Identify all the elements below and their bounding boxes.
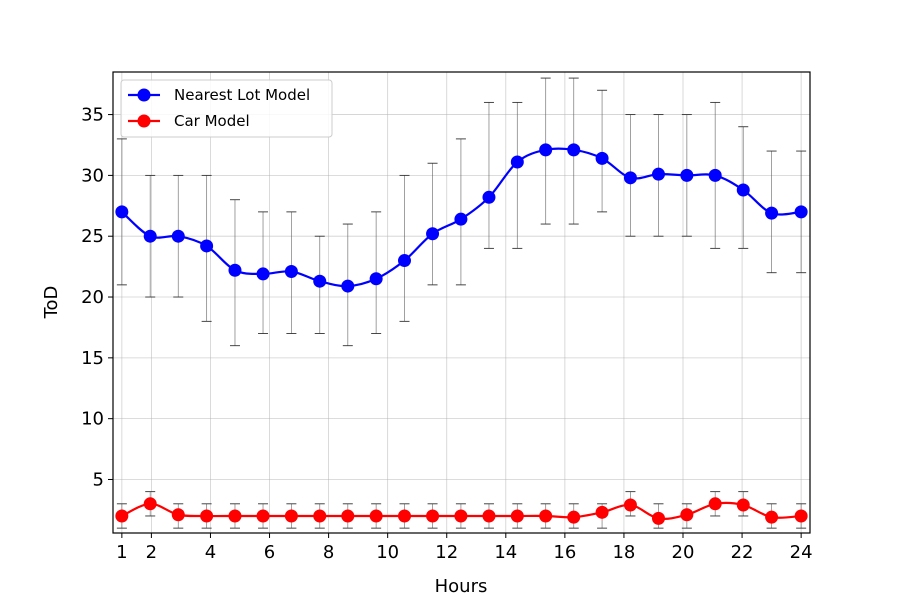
y-tick-label: 15 bbox=[81, 348, 104, 369]
nearest-lot-model-point bbox=[115, 205, 129, 219]
legend-nearest-lot-model-marker bbox=[137, 88, 151, 102]
x-tick-label: 12 bbox=[435, 542, 458, 563]
y-tick-label: 30 bbox=[81, 165, 104, 186]
car-model-point bbox=[651, 511, 665, 525]
nearest-lot-model-point bbox=[651, 167, 665, 181]
nearest-lot-model-point bbox=[736, 183, 750, 197]
legend-box bbox=[120, 79, 333, 138]
nearest-lot-model-point bbox=[510, 155, 524, 169]
nearest-lot-model-point bbox=[313, 274, 327, 288]
x-tick-label: 22 bbox=[731, 542, 754, 563]
nearest-lot-model-point bbox=[623, 171, 637, 185]
car-model-point bbox=[595, 505, 609, 519]
car-model-point bbox=[794, 509, 808, 523]
nearest-lot-model-point bbox=[256, 267, 270, 281]
nearest-lot-model-point bbox=[539, 143, 553, 157]
nearest-lot-model-point bbox=[284, 264, 298, 278]
x-tick-label: 4 bbox=[205, 542, 216, 563]
y-tick-label: 35 bbox=[81, 105, 104, 126]
car-model-point bbox=[115, 509, 129, 523]
nearest-lot-model-point bbox=[482, 190, 496, 204]
nearest-lot-model-point bbox=[426, 227, 440, 241]
x-tick-label: 10 bbox=[376, 542, 399, 563]
car-model-point bbox=[567, 510, 581, 524]
car-model-point bbox=[369, 509, 383, 523]
nearest-lot-model-point bbox=[171, 229, 185, 243]
car-model-point bbox=[397, 509, 411, 523]
x-axis-ticks: 1 2 4 6 8 10 12 14 16 18 20 22 24 bbox=[116, 533, 813, 563]
car-model-point bbox=[256, 509, 270, 523]
x-tick-label: 18 bbox=[612, 542, 635, 563]
x-tick-label: 14 bbox=[494, 542, 517, 563]
nearest-lot-model-point bbox=[454, 212, 468, 226]
nearest-lot-model-point bbox=[765, 206, 779, 220]
x-tick-label: 1 bbox=[116, 542, 127, 563]
series-points bbox=[115, 143, 808, 525]
car-model-point bbox=[765, 510, 779, 524]
y-tick-label: 10 bbox=[81, 409, 104, 430]
nearest-lot-model-point bbox=[228, 263, 242, 277]
legend-nearest-lot-model-label: Nearest Lot Model bbox=[174, 86, 310, 104]
y-tick-label: 20 bbox=[81, 287, 104, 308]
plot-frame bbox=[112, 71, 811, 534]
x-tick-label: 24 bbox=[790, 542, 813, 563]
legend-car-model-label: Car Model bbox=[174, 112, 250, 130]
nearest-lot-model-point bbox=[341, 279, 355, 293]
car-model-point bbox=[171, 508, 185, 522]
car-model-point bbox=[623, 498, 637, 512]
x-tick-label: 6 bbox=[264, 542, 275, 563]
nearest-lot-model-point bbox=[794, 205, 808, 219]
nearest-lot-model-point bbox=[708, 168, 722, 182]
nearest-lot-model-point bbox=[595, 151, 609, 165]
car-model-point bbox=[200, 509, 214, 523]
car-model-point bbox=[313, 509, 327, 523]
nearest-lot-model-point bbox=[200, 239, 214, 253]
x-tick-label: 16 bbox=[553, 542, 576, 563]
nearest-lot-model-point bbox=[143, 229, 157, 243]
car-model-point bbox=[736, 498, 750, 512]
x-tick-label: 8 bbox=[323, 542, 334, 563]
car-model-point bbox=[708, 497, 722, 511]
legend: Nearest Lot Model Car Model bbox=[120, 79, 333, 138]
x-axis-label: Hours bbox=[435, 576, 488, 597]
car-model-point bbox=[426, 509, 440, 523]
car-model-point bbox=[680, 508, 694, 522]
car-model-point bbox=[143, 497, 157, 511]
car-model-point bbox=[228, 509, 242, 523]
y-axis-ticks: 5 10 15 20 25 30 35 bbox=[81, 105, 113, 490]
nearest-lot-model-point bbox=[369, 272, 383, 286]
nearest-lot-model-point bbox=[567, 143, 581, 157]
nearest-lot-model-point bbox=[680, 168, 694, 182]
legend-car-model-marker bbox=[137, 114, 151, 128]
car-model-point bbox=[510, 509, 524, 523]
y-axis-label: ToD bbox=[41, 286, 62, 320]
y-tick-label: 5 bbox=[93, 469, 104, 490]
x-tick-label: 20 bbox=[672, 542, 695, 563]
grid bbox=[113, 72, 810, 533]
car-model-point bbox=[454, 509, 468, 523]
car-model-point bbox=[284, 509, 298, 523]
y-tick-label: 25 bbox=[81, 226, 104, 247]
nearest-lot-model-point bbox=[397, 254, 411, 268]
plot-background bbox=[113, 72, 810, 533]
car-model-point bbox=[539, 509, 553, 523]
x-tick-label: 2 bbox=[146, 542, 157, 563]
car-model-point bbox=[482, 509, 496, 523]
car-model-point bbox=[341, 509, 355, 523]
